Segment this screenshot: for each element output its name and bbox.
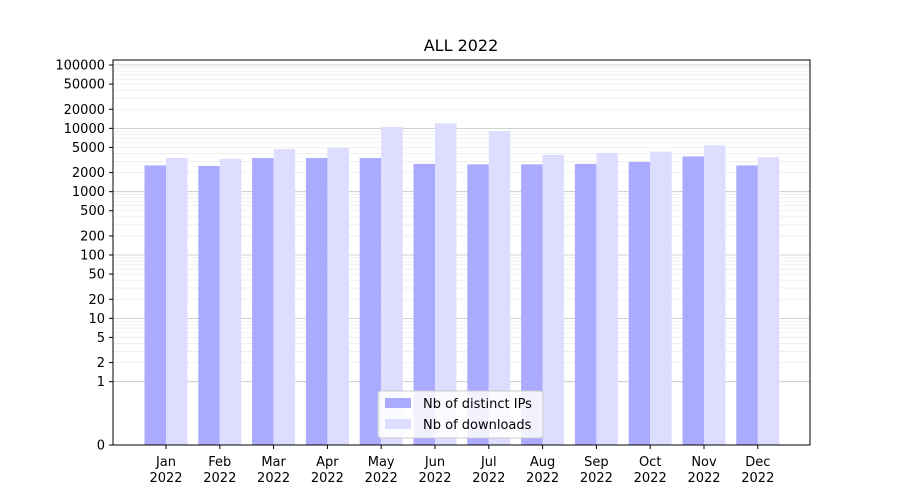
y-axis: 0 1 2 5 10 20 50 100 200 500 1000 2000 5000 10000 2000… xyxy=(55,59,113,454)
y-tick-label: 2000 xyxy=(72,166,105,181)
x-tick-label-year: 2022 xyxy=(149,471,182,486)
x-tick-label-year: 2022 xyxy=(311,471,344,486)
bar-downloads xyxy=(650,151,672,445)
y-tick-label: 0 xyxy=(97,439,105,454)
legend-label-downloads: Nb of downloads xyxy=(423,418,532,433)
bars xyxy=(144,123,780,446)
legend-label-distinct-ips: Nb of distinct IPs xyxy=(423,397,532,412)
x-tick-label-month: Mar xyxy=(261,455,286,470)
y-tick-label: 50000 xyxy=(64,78,105,93)
x-tick-label-year: 2022 xyxy=(634,471,667,486)
bar-distinct-ips xyxy=(467,164,489,446)
bar-downloads xyxy=(381,127,403,445)
x-tick-label-month: Sep xyxy=(584,455,609,470)
x-tick-label-year: 2022 xyxy=(526,471,559,486)
bar-downloads xyxy=(596,152,618,445)
x-tick-label-month: Apr xyxy=(316,455,339,470)
bar-distinct-ips xyxy=(252,158,274,445)
bar-downloads xyxy=(219,158,242,445)
x-tick-label-month: Oct xyxy=(639,455,661,470)
bar-distinct-ips xyxy=(736,165,758,445)
x-tick-label-year: 2022 xyxy=(418,471,451,486)
x-tick-label-year: 2022 xyxy=(741,471,774,486)
y-tick-label: 50 xyxy=(88,268,105,283)
x-tick-label-year: 2022 xyxy=(580,471,613,486)
y-tick-label: 5 xyxy=(97,331,105,346)
y-tick-label: 200 xyxy=(80,229,105,244)
bar-downloads xyxy=(273,149,296,446)
bar-downloads xyxy=(488,131,511,446)
bar-distinct-ips xyxy=(305,158,328,445)
x-tick-label-year: 2022 xyxy=(687,471,720,486)
bar-distinct-ips xyxy=(144,165,166,445)
chart-title: ALL 2022 xyxy=(424,36,499,55)
y-tick-label: 20000 xyxy=(64,103,105,118)
x-tick-label-month: Nov xyxy=(691,455,717,470)
bar-distinct-ips xyxy=(682,156,704,445)
y-tick-label: 20 xyxy=(88,293,105,308)
legend-swatch-distinct-ips xyxy=(385,398,411,408)
y-tick-label: 100 xyxy=(80,249,105,264)
x-tick-label-year: 2022 xyxy=(203,471,236,486)
bar-distinct-ips xyxy=(574,163,597,445)
legend: Nb of distinct IPs Nb of downloads xyxy=(377,390,544,439)
bar-downloads xyxy=(542,154,565,445)
bar-downloads xyxy=(704,145,726,446)
y-tick-label: 100000 xyxy=(55,59,105,74)
bar-distinct-ips xyxy=(628,161,651,446)
plot-frame xyxy=(112,59,811,446)
legend-box xyxy=(377,390,544,439)
x-axis: Jan2022Feb2022Mar2022Apr2022May2022Jun20… xyxy=(149,445,774,486)
bar-downloads xyxy=(757,157,780,445)
y-tick-label: 5000 xyxy=(72,141,105,156)
bar-distinct-ips xyxy=(198,165,220,445)
x-tick-label-month: Feb xyxy=(208,455,231,470)
legend-swatch-downloads xyxy=(385,419,411,429)
bar-downloads xyxy=(435,123,457,445)
y-tick-label: 10 xyxy=(88,312,105,327)
bar-distinct-ips xyxy=(521,164,543,446)
y-tick-label: 2 xyxy=(97,356,105,371)
y-tick-label: 1 xyxy=(97,375,105,390)
x-tick-label-year: 2022 xyxy=(257,471,290,486)
x-tick-label-month: Dec xyxy=(745,455,770,470)
bar-distinct-ips xyxy=(413,163,435,445)
x-tick-label-month: Jan xyxy=(155,455,176,470)
x-tick-label-month: Jul xyxy=(480,455,497,470)
y-tick-label: 10000 xyxy=(64,122,105,137)
bar-downloads xyxy=(166,158,188,445)
x-tick-label-month: Jun xyxy=(424,455,445,470)
y-tick-label: 1000 xyxy=(72,185,105,200)
x-tick-label-month: Aug xyxy=(530,455,555,470)
bar-downloads xyxy=(327,147,349,445)
x-tick-label-month: May xyxy=(368,455,395,470)
y-tick-label: 500 xyxy=(80,204,105,219)
x-tick-label-year: 2022 xyxy=(472,471,505,486)
x-tick-label-year: 2022 xyxy=(365,471,398,486)
bar-distinct-ips xyxy=(359,158,382,445)
